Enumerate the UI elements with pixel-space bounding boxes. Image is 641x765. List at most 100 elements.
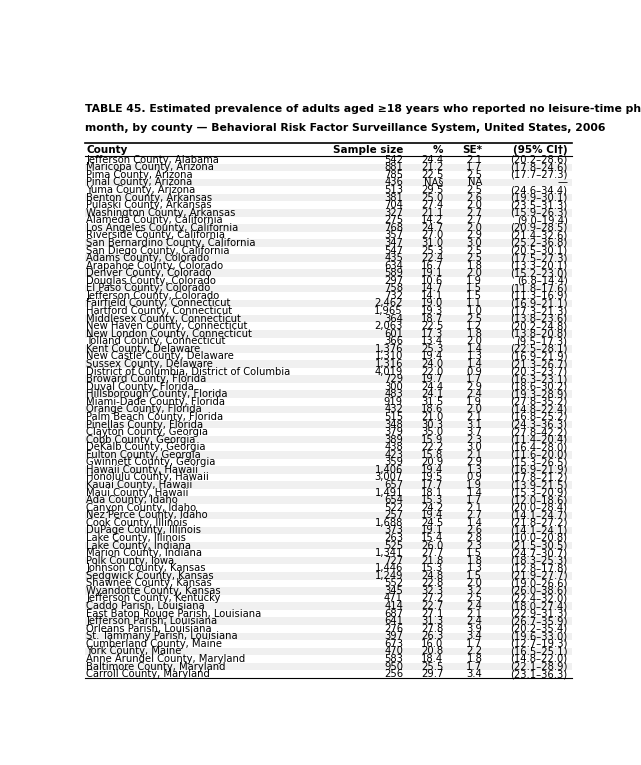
Text: 727: 727 [384, 555, 403, 565]
Text: Jefferson County, Alabama: Jefferson County, Alabama [86, 155, 219, 164]
Bar [85, 224, 572, 232]
Text: 25.0: 25.0 [421, 193, 444, 203]
Text: 1,310: 1,310 [374, 351, 403, 361]
Text: (12.8–17.8): (12.8–17.8) [510, 563, 567, 573]
Text: Kent County, Delaware: Kent County, Delaware [86, 344, 201, 354]
Text: (16.5–25.1): (16.5–25.1) [510, 646, 567, 656]
Text: 14.7: 14.7 [421, 283, 444, 293]
Text: 2.0: 2.0 [467, 578, 483, 588]
Text: 634: 634 [384, 261, 403, 271]
Bar [85, 368, 572, 376]
Text: 3.4: 3.4 [467, 631, 483, 641]
Text: 641: 641 [384, 616, 403, 627]
Text: 1.4: 1.4 [467, 359, 483, 369]
Text: Orleans Parish, Louisiana: Orleans Parish, Louisiana [86, 623, 212, 633]
Text: 22.5: 22.5 [421, 321, 444, 331]
Text: 2.3: 2.3 [467, 541, 483, 551]
Bar [85, 588, 572, 594]
Text: 1.4: 1.4 [467, 487, 483, 497]
Text: 35.0: 35.0 [421, 427, 444, 437]
Bar [85, 444, 572, 451]
Bar [85, 171, 572, 179]
Text: 1.9: 1.9 [467, 480, 483, 490]
Text: 2.1: 2.1 [467, 412, 483, 422]
Text: 471: 471 [384, 594, 403, 604]
Text: 0.9: 0.9 [467, 473, 483, 483]
Text: (20.0–28.4): (20.0–28.4) [510, 503, 567, 513]
Text: (22.5–28.1): (22.5–28.1) [510, 344, 567, 354]
Text: 2,462: 2,462 [374, 298, 403, 308]
Text: 414: 414 [384, 601, 403, 611]
Text: 21.1: 21.1 [421, 208, 444, 218]
Bar [85, 194, 572, 201]
Text: York County, Maine: York County, Maine [86, 646, 181, 656]
Text: 2.7: 2.7 [467, 215, 483, 226]
Text: 364: 364 [384, 314, 403, 324]
Text: Washington County, Arkansas: Washington County, Arkansas [86, 208, 235, 218]
Text: Cook County, Illinois: Cook County, Illinois [86, 518, 187, 528]
Text: (20.2–24.8): (20.2–24.8) [510, 321, 567, 331]
Text: 22.0: 22.0 [421, 366, 444, 376]
Text: (9.5–17.3): (9.5–17.3) [517, 337, 567, 347]
Text: 24.2: 24.2 [421, 503, 444, 513]
Text: Orange County, Florida: Orange County, Florida [86, 405, 202, 415]
Bar [85, 572, 572, 580]
Text: 2.4: 2.4 [467, 616, 483, 627]
Text: 1.7: 1.7 [467, 662, 483, 672]
Text: (14.1–24.7): (14.1–24.7) [510, 510, 567, 520]
Text: 19.4: 19.4 [421, 351, 444, 361]
Text: (12.0–18.6): (12.0–18.6) [510, 495, 567, 505]
Text: 1,406: 1,406 [374, 465, 403, 475]
Text: Hartford County, Connecticut: Hartford County, Connecticut [86, 306, 232, 316]
Bar [85, 519, 572, 526]
Text: 1.8: 1.8 [467, 555, 483, 565]
Text: (17.3–21.3): (17.3–21.3) [510, 306, 567, 316]
Text: Jefferson County, Colorado: Jefferson County, Colorado [86, 291, 219, 301]
Text: 13.4: 13.4 [421, 337, 444, 347]
Text: 30.3: 30.3 [421, 419, 444, 429]
Text: New London County, Connecticut: New London County, Connecticut [86, 329, 252, 339]
Text: New Haven County, Connecticut: New Haven County, Connecticut [86, 321, 247, 331]
Text: 17.3: 17.3 [421, 329, 444, 339]
Text: 2.0: 2.0 [467, 337, 483, 347]
Text: (20.9–28.5): (20.9–28.5) [510, 223, 567, 233]
Text: 22.4: 22.4 [421, 253, 444, 263]
Text: 732: 732 [384, 291, 403, 301]
Text: 373: 373 [384, 526, 403, 536]
Bar [85, 594, 572, 602]
Text: Baltimore County, Maryland: Baltimore County, Maryland [86, 662, 226, 672]
Text: (13.9–21.5): (13.9–21.5) [510, 480, 567, 490]
Text: El Paso County, Colorado: El Paso County, Colorado [86, 283, 210, 293]
Bar [85, 277, 572, 285]
Text: 768: 768 [384, 223, 403, 233]
Text: 1.7: 1.7 [467, 162, 483, 172]
Text: 2,063: 2,063 [374, 321, 403, 331]
Text: Maricopa County, Arizona: Maricopa County, Arizona [86, 162, 214, 172]
Text: Yuma County, Arizona: Yuma County, Arizona [86, 185, 196, 195]
Bar [85, 662, 572, 670]
Text: 2.1: 2.1 [467, 450, 483, 460]
Text: 19.7: 19.7 [421, 374, 444, 384]
Text: (15.9–26.3): (15.9–26.3) [510, 208, 567, 218]
Text: 513: 513 [384, 185, 403, 195]
Text: %: % [433, 145, 444, 155]
Bar [85, 390, 572, 398]
Text: 27.0: 27.0 [421, 230, 444, 240]
Text: 25.5: 25.5 [421, 662, 444, 672]
Text: 381: 381 [384, 193, 403, 203]
Text: (15.2–23.0): (15.2–23.0) [510, 269, 567, 278]
Bar [85, 526, 572, 534]
Bar [85, 534, 572, 542]
Text: Adams County, Colorado: Adams County, Colorado [86, 253, 210, 263]
Text: (26.7–35.9): (26.7–35.9) [510, 616, 567, 627]
Text: 357: 357 [384, 230, 403, 240]
Text: 1.7: 1.7 [467, 495, 483, 505]
Text: 1.8: 1.8 [467, 329, 483, 339]
Text: Pinal County, Arizona: Pinal County, Arizona [86, 177, 192, 187]
Text: 19.5: 19.5 [421, 473, 444, 483]
Text: Riverside County, California: Riverside County, California [86, 230, 225, 240]
Text: month, by county — Behavioral Risk Factor Surveillance System, United States, 20: month, by county — Behavioral Risk Facto… [85, 123, 606, 133]
Text: 2.1: 2.1 [467, 503, 483, 513]
Text: 3.1: 3.1 [467, 419, 483, 429]
Text: 27.2: 27.2 [421, 594, 444, 604]
